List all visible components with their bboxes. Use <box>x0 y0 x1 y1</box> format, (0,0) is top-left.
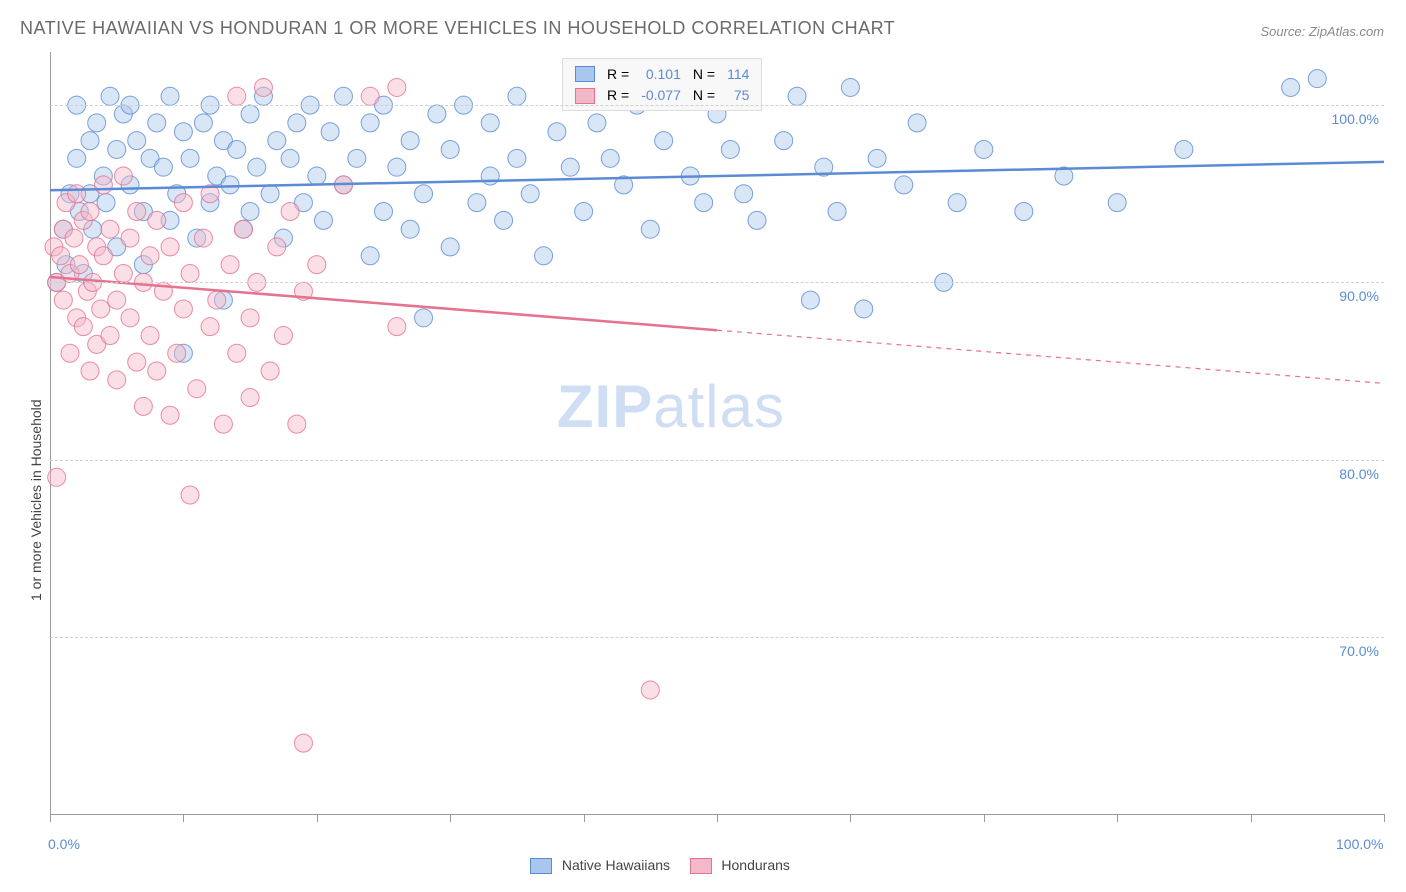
y-tick-label: 80.0% <box>1324 466 1379 482</box>
legend-label-hondurans: Hondurans <box>721 857 790 873</box>
swatch-hawaiians-bottom <box>530 858 552 874</box>
x-tick-label-left: 0.0% <box>48 836 80 852</box>
swatch-hondurans <box>575 88 595 104</box>
y-tick-label: 100.0% <box>1324 111 1379 127</box>
watermark: ZIPatlas <box>557 372 785 441</box>
legend-row-hondurans: R = -0.077 N = 75 <box>569 84 755 105</box>
legend-row-hawaiians: R = 0.101 N = 114 <box>569 63 755 84</box>
scatter-chart <box>0 0 1406 892</box>
swatch-hondurans-bottom <box>690 858 712 874</box>
correlation-legend: R = 0.101 N = 114 R = -0.077 N = 75 <box>562 58 762 111</box>
legend-label-hawaiians: Native Hawaiians <box>562 857 670 873</box>
swatch-hawaiians <box>575 66 595 82</box>
y-tick-label: 70.0% <box>1324 643 1379 659</box>
y-tick-label: 90.0% <box>1324 288 1379 304</box>
series-legend: Native Hawaiians Hondurans <box>530 857 790 874</box>
x-tick-label-right: 100.0% <box>1336 836 1383 852</box>
